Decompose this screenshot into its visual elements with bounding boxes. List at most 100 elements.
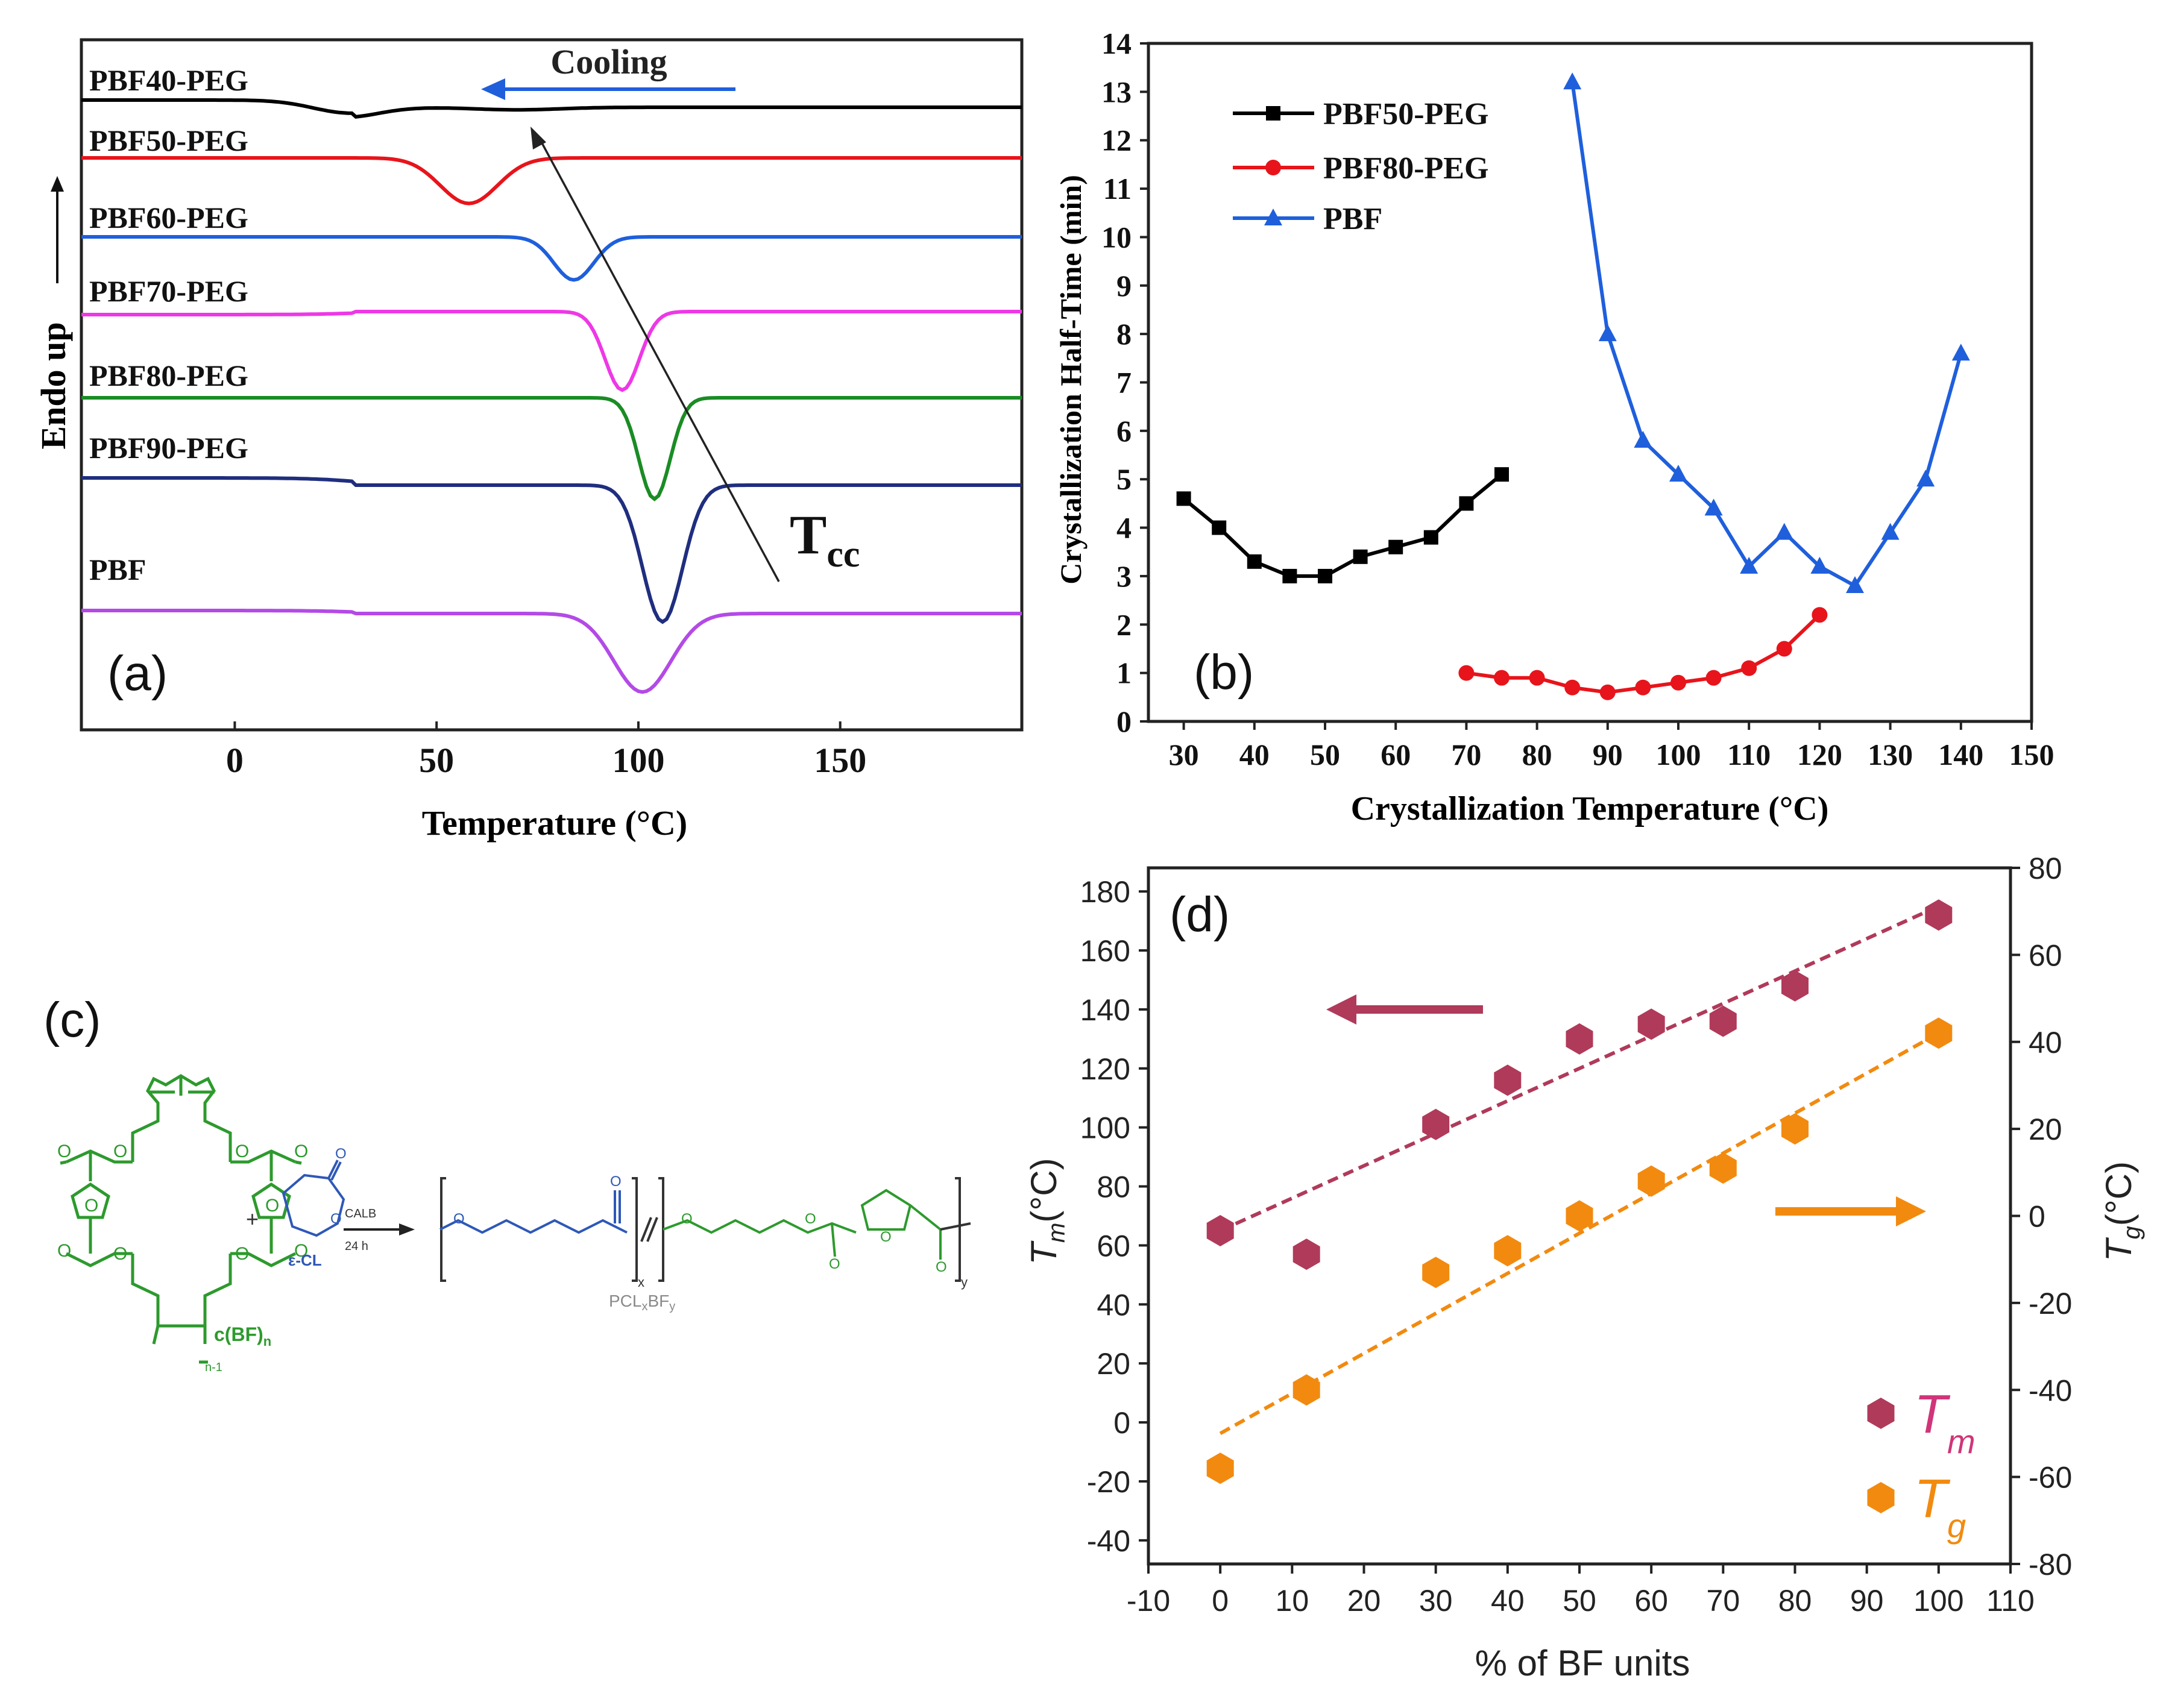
panel-b-legend-label-pbf: PBF: [1323, 202, 1382, 236]
panel-a-curve-pbf: [81, 609, 1022, 694]
panel-a-tcc-arrowhead: [531, 127, 546, 149]
panel-d-point-tg: [1781, 1113, 1809, 1145]
macrocycle-atom-labels: O O O O O O O O O O: [57, 1141, 308, 1264]
caprolactone-structure: [282, 1160, 345, 1237]
panel-a-x-tick-label: 0: [226, 741, 244, 780]
panel-b-point-pbf80-peg: [1741, 660, 1757, 676]
reaction-time-label: 24 h: [345, 1240, 368, 1253]
plus-sign: +: [246, 1207, 259, 1231]
panel-d-x-tick-label: 20: [1347, 1584, 1381, 1618]
panel-d-right-tick-label: 80: [2029, 852, 2062, 885]
caprolactone-carbonyl-o: O: [335, 1146, 347, 1162]
panel-a-x-tick-label: 50: [419, 741, 454, 780]
panel-d-left-axis-label: Tm(°C): [1024, 1158, 1070, 1264]
panel-b-point-pbf: [1810, 556, 1829, 574]
svg-text:O: O: [880, 1229, 892, 1245]
panel-b-point-pbf50-peg: [1353, 549, 1368, 564]
panel-d-x-tick-label: 0: [1212, 1584, 1229, 1618]
panel-d-right-tick-label: -60: [2029, 1461, 2072, 1495]
panel-a-curve-pbf60-peg: [81, 235, 1022, 282]
panel-b-legend-label-pbf50-peg: PBF50-PEG: [1323, 97, 1488, 131]
macrocycle-structure: [60, 1074, 302, 1364]
panel-b-line-pbf: [1570, 81, 1963, 588]
panel-b-point-pbf50-peg: [1247, 554, 1262, 569]
panel-d-left-tick-label: -20: [1087, 1465, 1130, 1499]
panel-b-point-pbf50-peg: [1176, 491, 1191, 506]
panel-d-x-tick-label: 30: [1419, 1584, 1453, 1618]
panel-d-x-tick-label: 110: [1986, 1584, 2035, 1618]
panel-d-left-tick-label: 0: [1113, 1406, 1130, 1440]
panel-a-dsc-chart: PBF40-PEG PBF50-PEG PBF60-PEG PBF70-PEG PBF8…: [34, 38, 1024, 843]
panel-a-series-label-pbf90-peg: PBF90-PEG: [89, 431, 248, 465]
panel-b-point-pbf: [1704, 498, 1723, 516]
panel-b-y-tick-label: 9: [1116, 269, 1132, 303]
panel-d-right-axis-label: Tg(°C): [2098, 1161, 2145, 1261]
panel-d-fit-line-tg: [1219, 1031, 1940, 1436]
panel-d-legend-marker-tg: [1867, 1482, 1895, 1513]
panel-a-series-label-pbf: PBF: [89, 553, 146, 586]
panel-a-series-label-pbf80-peg: PBF80-PEG: [89, 359, 248, 392]
svg-text:O: O: [681, 1211, 693, 1227]
panel-d-point-tm: [1566, 1023, 1593, 1055]
panel-b-legend-marker-pbf80-peg: [1265, 160, 1281, 175]
panel-d-fit-line-tm: [1219, 904, 1940, 1232]
panel-d-x-tick-label: 80: [1778, 1584, 1812, 1618]
panel-b-point-pbf80-peg: [1635, 679, 1651, 695]
panel-b-x-tick-label: 150: [2009, 738, 2054, 771]
panel-d-point-tg: [1206, 1452, 1234, 1484]
reaction-arrowhead: [399, 1223, 415, 1235]
panel-a-tcc-label: Tcc: [790, 504, 860, 575]
panel-a-label: (a): [107, 646, 168, 701]
panel-b-point-pbf: [1846, 576, 1864, 593]
panel-d-x-tick-label: 10: [1276, 1584, 1309, 1618]
panel-a-y-axis-label: Endo up: [34, 322, 73, 449]
panel-a-curve-pbf70-peg: [81, 310, 1022, 392]
panel-b-point-pbf50-peg: [1494, 467, 1509, 482]
panel-a-series-label-pbf60-peg: PBF60-PEG: [89, 201, 248, 234]
panel-b-y-tick-label: 3: [1116, 559, 1132, 593]
panel-d-x-tick-label: 40: [1491, 1584, 1525, 1618]
panel-b-y-axis-label: Crystallization Half-Time (min): [1054, 175, 1088, 585]
panel-b-line-pbf50-peg: [1182, 473, 1503, 578]
panel-a-curve-pbf80-peg: [81, 396, 1022, 501]
panel-b-legend-marker-pbf50-peg: [1266, 106, 1280, 121]
panel-d-legend-marker-tm: [1867, 1398, 1895, 1429]
panel-d-point-tg: [1637, 1165, 1665, 1197]
panel-b-point-pbf50-peg: [1388, 539, 1403, 554]
svg-text:O: O: [829, 1256, 840, 1272]
panel-a-x-axis-label: Temperature (°C): [422, 803, 687, 843]
caprolactone-ring-o: O: [330, 1211, 342, 1227]
panel-b-legend-marker-pbf: [1264, 209, 1282, 225]
panel-b-x-tick-label: 60: [1381, 738, 1411, 771]
panel-d-point-tm: [1709, 1005, 1737, 1037]
panel-b-point-pbf80-peg: [1564, 679, 1581, 695]
panel-b-x-tick-label: 130: [1868, 738, 1913, 771]
panel-b-y-tick-label: 0: [1116, 705, 1132, 738]
panel-d-x-tick-label: 90: [1850, 1584, 1884, 1618]
panel-b-point-pbf: [1951, 344, 1970, 361]
panel-b-y-tick-label: 1: [1116, 656, 1132, 690]
panel-d-point-tg: [1709, 1152, 1737, 1184]
panel-b-label: (b): [1194, 645, 1254, 700]
panel-b-y-tick-label: 10: [1101, 220, 1132, 254]
panel-d-left-tick-label: -40: [1087, 1524, 1130, 1558]
panel-d-left-tick-label: 80: [1097, 1170, 1130, 1204]
panel-b-point-pbf50-peg: [1318, 568, 1332, 583]
panel-a-endo-arrowhead: [51, 176, 64, 192]
panel-b-point-pbf50-peg: [1212, 520, 1227, 535]
panel-d-left-tick-label: 100: [1080, 1111, 1130, 1145]
panel-b-point-pbf80-peg: [1670, 674, 1686, 691]
svg-text:O: O: [805, 1211, 816, 1227]
panel-b-x-tick-label: 70: [1451, 738, 1481, 771]
panel-d-point-tg: [1494, 1235, 1522, 1267]
panel-a-tcc-trend-line: [538, 138, 780, 582]
panel-b-point-pbf: [1598, 324, 1617, 342]
svg-text:O: O: [113, 1244, 127, 1264]
panel-b-point-pbf: [1563, 72, 1582, 90]
panel-b-x-tick-label: 140: [1938, 738, 1983, 771]
svg-text:O: O: [84, 1196, 98, 1216]
panel-a-cooling-arrowhead: [481, 78, 505, 100]
panel-b-legend-label-pbf80-peg: PBF80-PEG: [1323, 151, 1488, 186]
macrocycle-repeat-label: n-1: [205, 1361, 222, 1374]
